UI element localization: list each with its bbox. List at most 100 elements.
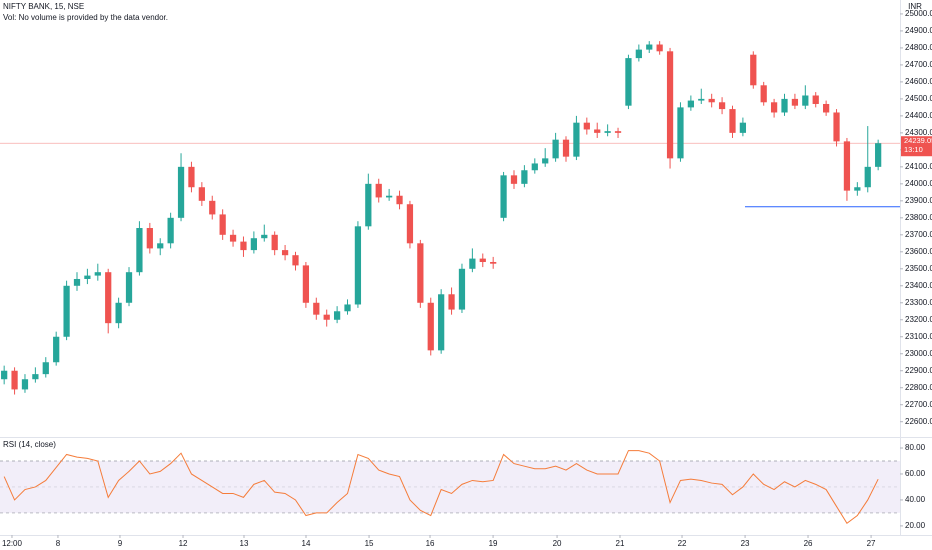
y-tick-label: 24600.00: [905, 77, 932, 86]
candle-body: [802, 95, 809, 106]
y-tick-label: 22900.00: [905, 366, 932, 375]
candle-body: [594, 129, 601, 133]
rsi-band: [0, 460, 900, 513]
y-tick-label: 23200.00: [905, 315, 932, 324]
candle-body: [157, 243, 164, 249]
x-tick-label: 14: [302, 539, 311, 548]
candle-body: [261, 234, 268, 239]
candle-body: [198, 187, 205, 201]
candle-body: [229, 234, 237, 242]
candle-body: [209, 200, 216, 215]
candle-body: [375, 183, 382, 198]
candle-body: [823, 103, 830, 113]
y-tick-label: 23300.00: [905, 298, 932, 307]
candle-body: [11, 370, 18, 390]
candle-body: [760, 85, 767, 103]
y-tick-label: 24800.00: [905, 43, 932, 52]
candle-body: [32, 374, 39, 380]
candle-body: [427, 302, 434, 351]
countdown-label: 13:10: [904, 145, 923, 154]
rsi-y-tick-label: 20.00: [905, 521, 926, 530]
candle-body: [84, 275, 91, 279]
indicator-title: RSI (14, close): [3, 440, 56, 449]
candle-body: [833, 112, 840, 142]
candle-body: [417, 243, 424, 303]
candle-body: [656, 44, 663, 52]
candle-body: [698, 98, 705, 101]
last-price-label: 24239.05: [904, 136, 932, 145]
candle-body: [281, 250, 289, 256]
y-tick-label: 24500.00: [905, 94, 932, 103]
rsi-line: [3, 450, 879, 525]
candle-body: [73, 278, 81, 286]
candle-body: [718, 102, 726, 110]
candle-body: [843, 141, 851, 191]
candle-body: [521, 170, 528, 184]
candle-body: [313, 302, 320, 315]
candle-body: [614, 131, 622, 133]
candle-body: [750, 54, 757, 86]
y-tick-label: 24000.00: [905, 179, 932, 188]
x-tick-label: 20: [553, 539, 562, 548]
x-tick-label: 22: [678, 539, 687, 548]
candle-body: [646, 44, 653, 50]
candle-body: [791, 98, 799, 106]
candle-body: [136, 228, 143, 273]
candle-body: [292, 255, 299, 266]
candle-body: [490, 261, 497, 264]
candle-body: [469, 258, 476, 269]
y-tick-label: 25000.00: [905, 9, 932, 18]
candle-body: [812, 95, 819, 104]
x-tick-label: 19: [489, 539, 498, 548]
chart-title: NIFTY BANK, 15, NSE: [3, 2, 84, 11]
y-tick-label: 23500.00: [905, 264, 932, 273]
candle-body: [854, 187, 861, 191]
y-tick-label: 22700.00: [905, 400, 932, 409]
candle-body: [552, 139, 559, 159]
y-tick-label: 23700.00: [905, 230, 932, 239]
candle-body: [167, 217, 174, 244]
rsi-y-tick-label: 40.00: [905, 495, 926, 504]
candle-body: [438, 294, 445, 351]
candle-body: [729, 109, 736, 133]
x-tick-label: 8: [56, 539, 61, 548]
chart-subtitle: Vol: No volume is provided by the data v…: [3, 13, 168, 22]
candle-body: [781, 98, 788, 113]
candle-body: [365, 183, 372, 227]
candle-body: [687, 100, 694, 108]
y-tick-label: 23900.00: [905, 196, 932, 205]
y-tick-label: 23000.00: [905, 349, 932, 358]
candle-body: [302, 265, 310, 303]
candle-body: [177, 166, 185, 218]
candle-body: [479, 258, 486, 262]
candle-body: [354, 226, 362, 305]
x-tick-label: 13: [240, 539, 249, 548]
candle-body: [677, 107, 684, 159]
candle-body: [344, 304, 351, 312]
candle-body: [240, 241, 247, 251]
candle-body: [500, 175, 507, 218]
candle-body: [271, 234, 278, 251]
candle-body: [125, 272, 133, 303]
x-tick-label: 23: [741, 539, 750, 548]
candle-body: [42, 362, 49, 375]
candle-body: [94, 272, 101, 276]
last-price-tag: [901, 136, 932, 157]
candle-body: [583, 122, 590, 130]
x-tick-label: 26: [804, 539, 813, 548]
candle-body: [406, 204, 414, 244]
x-tick-label: 9: [118, 539, 123, 548]
x-tick-label: 21: [616, 539, 625, 548]
candle-body: [666, 51, 674, 159]
y-tick-label: 24900.00: [905, 26, 932, 35]
candle-body: [188, 166, 195, 188]
candle-body: [396, 195, 403, 205]
candle-body: [573, 122, 580, 157]
candle-body: [250, 238, 257, 251]
y-tick-label: 24700.00: [905, 60, 932, 69]
candle-body: [63, 285, 70, 337]
candle-body: [21, 379, 29, 390]
candle-body: [458, 268, 466, 310]
x-tick-label: 16: [426, 539, 435, 548]
